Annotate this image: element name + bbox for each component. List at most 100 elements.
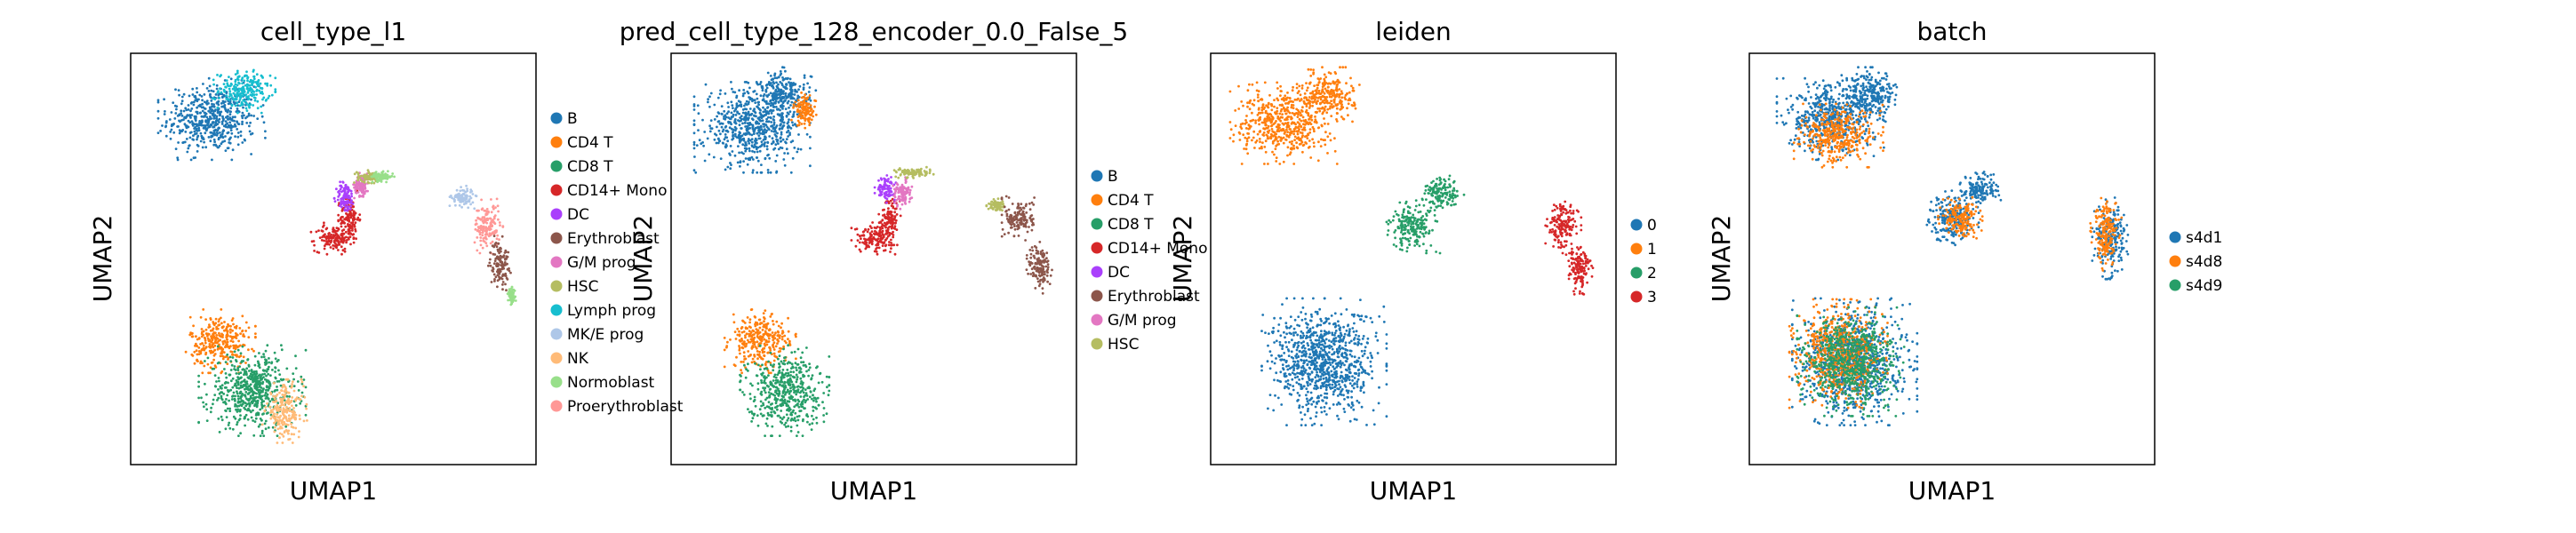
data-point [868, 240, 872, 243]
legend-label: Proerythroblast [567, 398, 684, 416]
data-point [208, 124, 212, 128]
data-point [880, 190, 884, 194]
data-point [204, 341, 207, 345]
data-point [269, 374, 272, 377]
data-point [283, 403, 286, 407]
data-point [189, 158, 193, 162]
data-point [455, 188, 459, 192]
data-point [809, 104, 812, 107]
data-point [258, 391, 261, 394]
data-point [758, 125, 761, 129]
data-point [213, 364, 217, 368]
data-point [780, 335, 784, 338]
data-point [497, 210, 500, 213]
data-point [743, 81, 747, 84]
data-point [775, 135, 778, 139]
data-point [200, 134, 204, 138]
data-point [876, 187, 880, 191]
data-point [221, 342, 225, 346]
data-point [273, 397, 276, 401]
data-point [886, 212, 890, 216]
data-point [807, 102, 811, 106]
data-point [767, 153, 770, 156]
data-point [373, 173, 377, 177]
data-point [252, 75, 256, 78]
data-point [244, 394, 247, 398]
data-point [874, 233, 876, 235]
data-point [773, 147, 777, 150]
data-point [337, 213, 340, 217]
data-point [363, 180, 366, 184]
data-point [220, 418, 224, 422]
data-point [804, 117, 807, 121]
data-point [735, 106, 739, 109]
data-point [236, 77, 239, 81]
data-point [789, 171, 793, 174]
data-point [500, 255, 503, 259]
data-point [892, 169, 896, 172]
data-point [474, 194, 477, 197]
data-point [190, 120, 194, 123]
data-point [754, 101, 757, 104]
data-point [273, 351, 276, 354]
data-point [259, 86, 262, 90]
data-point [885, 174, 889, 177]
data-point [216, 111, 220, 115]
data-point [242, 333, 245, 336]
data-point [281, 420, 284, 424]
data-point [888, 231, 892, 235]
data-point [506, 278, 509, 281]
data-point [760, 335, 764, 338]
data-point [274, 426, 276, 429]
data-point [192, 100, 196, 104]
data-point [813, 105, 816, 108]
data-point [192, 103, 196, 107]
data-point [320, 229, 324, 233]
data-point [210, 131, 213, 134]
data-point [720, 105, 724, 107]
data-point [282, 385, 285, 387]
data-point [784, 107, 788, 110]
data-point [195, 345, 198, 347]
scatter-points [692, 66, 1053, 437]
data-point [332, 227, 335, 229]
data-point [226, 82, 229, 85]
data-point [704, 83, 708, 86]
data-point [485, 244, 489, 248]
data-point [216, 345, 220, 348]
data-point [771, 98, 774, 101]
data-point [748, 149, 751, 153]
data-point [268, 405, 272, 409]
data-point [346, 205, 349, 208]
data-point [237, 372, 241, 376]
data-point [353, 186, 356, 189]
data-point [349, 216, 353, 219]
data-point [495, 197, 499, 201]
data-point [217, 396, 220, 400]
data-point [777, 339, 780, 343]
data-point [497, 242, 500, 245]
data-point [208, 84, 212, 88]
data-point [305, 402, 308, 406]
data-point [203, 107, 206, 110]
data-point [168, 118, 172, 121]
data-point [454, 203, 457, 207]
data-point [1012, 219, 1014, 223]
data-point [809, 164, 812, 168]
data-point [783, 152, 786, 155]
data-point [1024, 204, 1028, 208]
legend-item: MK/E prog [550, 326, 644, 344]
data-point [900, 203, 904, 206]
data-point [280, 426, 284, 430]
data-point [499, 260, 502, 264]
data-point [274, 370, 276, 373]
data-point [759, 94, 763, 97]
data-point [366, 189, 369, 193]
data-point [469, 203, 472, 206]
data-point [772, 343, 775, 346]
data-point [234, 402, 237, 406]
data-point [264, 419, 268, 423]
data-point [499, 270, 502, 273]
data-point [209, 371, 212, 375]
